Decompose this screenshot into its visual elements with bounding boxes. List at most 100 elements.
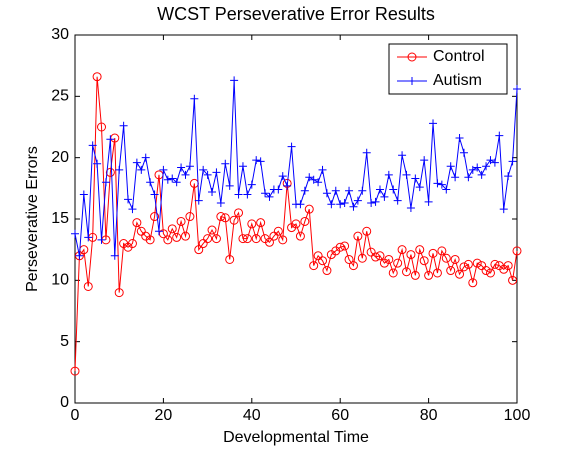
data-point [305,173,314,182]
data-point [93,159,102,168]
data-point [199,165,208,174]
data-point [216,199,225,208]
data-point [406,203,415,212]
data-point [273,226,283,236]
data-point [247,219,257,229]
data-point [473,163,482,172]
data-point [256,157,265,166]
data-point [513,84,521,93]
data-point [468,165,477,174]
data-point [490,158,499,167]
data-point [446,162,455,171]
data-point [366,247,376,257]
data-point [371,197,380,206]
data-point [185,162,194,171]
data-point [278,235,288,245]
data-point [397,245,407,255]
data-point [238,162,247,171]
x-tick-label: 100 [504,407,531,424]
data-point [322,189,331,198]
data-point [167,224,177,234]
data-point [124,195,133,204]
data-point [265,192,274,201]
data-point [375,251,385,261]
x-axis-label: Developmental Time [223,429,369,446]
data-point [274,185,283,194]
data-point [313,251,323,261]
chart-title: WCST Perseverative Error Results [157,4,435,24]
y-tick-label: 5 [60,333,69,350]
legend-box [388,43,508,95]
data-point [402,170,411,179]
data-point [256,218,266,228]
data-point [172,178,181,187]
data-point [221,159,230,168]
data-point [468,278,478,288]
data-point [504,172,513,181]
data-point [296,200,305,209]
data-point [309,261,319,271]
data-point [428,248,438,258]
data-point [437,180,446,189]
data-point [304,204,314,214]
data-point [345,186,354,195]
data-point [220,213,230,223]
data-point [415,245,425,255]
data-point [251,234,261,244]
data-point [388,268,398,278]
data-point [190,94,199,103]
data-point [163,175,172,184]
legend-label: Control [433,48,485,65]
y-tick-label: 15 [51,210,69,227]
data-point [119,121,128,130]
data-point [283,181,292,190]
data-point [442,185,451,194]
data-point [194,196,203,205]
data-point [362,148,371,157]
data-point [150,212,160,222]
data-point [441,253,451,263]
data-point [92,72,102,82]
data-point [402,267,411,277]
data-point [261,189,270,198]
data-point [70,366,80,376]
data-point [83,281,93,291]
data-point [291,219,301,229]
data-point [97,122,107,132]
data-point [393,196,402,205]
y-tick-label: 30 [51,26,69,43]
data-point [287,142,296,151]
y-axis-label: Perseverative Errors [24,146,41,292]
data-point [455,269,465,279]
data-point [455,134,464,143]
legend: Control Autism [388,43,508,95]
data-point [424,270,434,280]
data-point [300,216,310,226]
data-point [203,170,212,179]
data-point [464,173,473,182]
x-tick-label: 60 [331,407,349,424]
data-point [410,270,420,280]
data-point [459,148,468,157]
data-point [432,268,442,278]
data-point [128,205,137,214]
data-point [252,156,261,165]
data-point [168,174,177,183]
data-point [309,175,318,184]
data-point [212,168,221,177]
data-point [181,231,190,241]
data-point [495,131,504,140]
data-point [137,165,146,174]
data-point [177,163,186,172]
data-point [105,167,115,177]
y-tick-label: 10 [51,272,69,289]
data-point [353,196,362,205]
data-point [230,76,239,85]
data-point [229,215,239,225]
data-point [463,259,473,269]
legend-marker [408,77,416,85]
data-point [75,251,84,260]
data-point [97,235,106,244]
data-point [264,237,274,247]
